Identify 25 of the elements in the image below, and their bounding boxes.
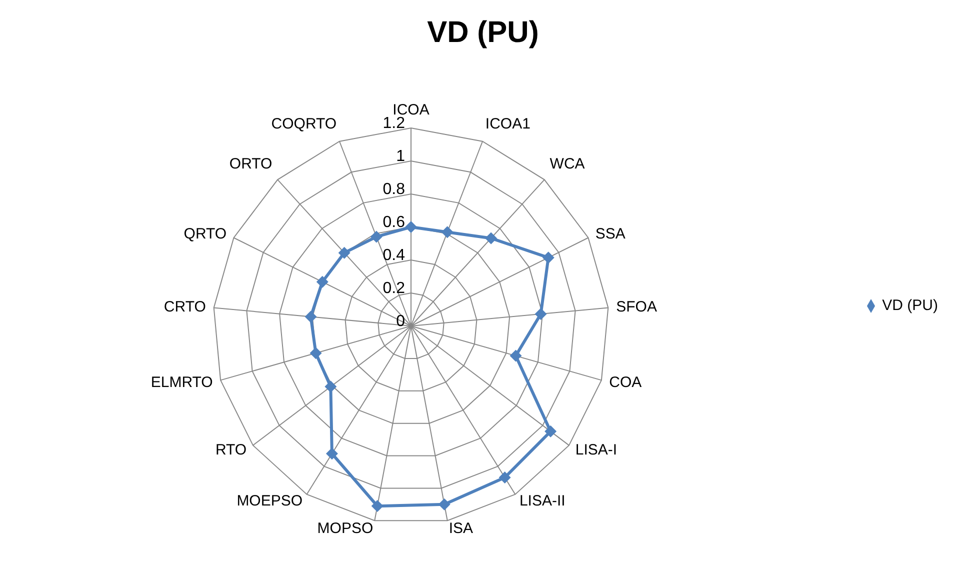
spoke-label: RTO [215, 442, 247, 459]
y-tick-label: 0 [396, 313, 406, 330]
spoke-label: MOPSO [317, 520, 374, 537]
spoke-label: LISA-I [575, 442, 618, 459]
spoke-label: ISA [448, 520, 474, 537]
y-tick-label: 0.8 [382, 181, 406, 198]
spoke-label: WCA [550, 155, 585, 172]
spoke-label: SSA [595, 226, 626, 243]
spoke-label: MOEPSO [236, 492, 303, 510]
spoke-label: ICOA1 [485, 115, 530, 132]
spoke-label: ORTO [229, 155, 272, 172]
spoke-label: ELMRTO [150, 374, 213, 391]
spoke-label: CRTO [164, 298, 206, 316]
spoke-label: SFOA [616, 298, 657, 316]
legend-label: VD (PU) [882, 297, 938, 314]
y-tick-label: 0.4 [382, 247, 406, 264]
spoke-label: QRTO [184, 226, 227, 243]
spoke-label: COQRTO [271, 115, 337, 132]
y-tick-label: 1 [396, 148, 406, 165]
spoke-label: LISA-II [519, 492, 566, 510]
chart-title: VD (PU) [426, 15, 540, 51]
y-tick-label: 0.2 [382, 280, 406, 297]
y-tick-label: 1.2 [382, 115, 406, 132]
spoke-label: COA [609, 374, 642, 391]
y-tick-label: 0.6 [382, 214, 406, 231]
